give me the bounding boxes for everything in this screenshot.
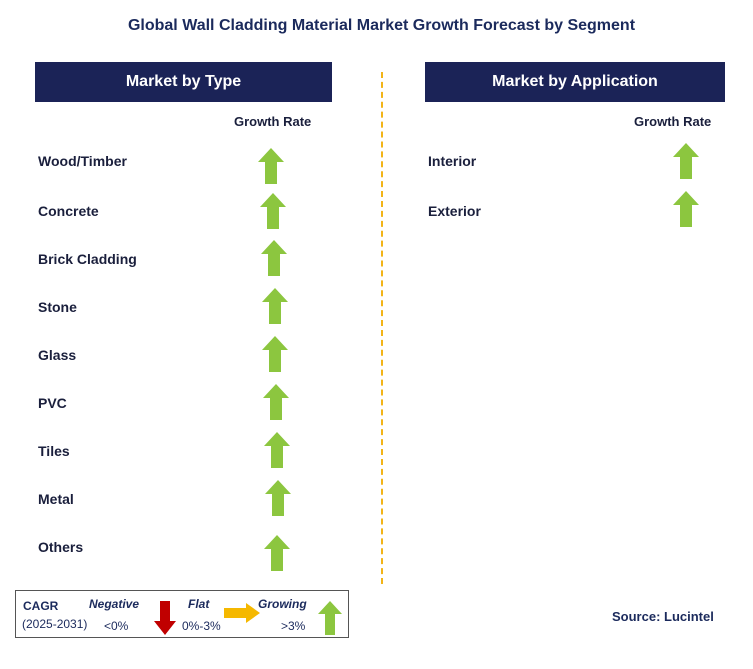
flat-arrow-icon: [224, 603, 260, 623]
legend-negative-label: Negative: [89, 597, 140, 611]
legend-negative-range: <0%: [104, 619, 129, 633]
application-panel-header: Market by Application: [425, 62, 725, 102]
type-row-label: Others: [38, 539, 84, 555]
chart-title: Global Wall Cladding Material Market Gro…: [127, 17, 636, 34]
application-row-label: Interior: [428, 153, 477, 169]
application-row-label: Exterior: [428, 203, 481, 219]
source-note: Source: Lucintel: [612, 609, 714, 624]
growing-arrow-icon: [263, 384, 289, 420]
growing-arrow-icon: [673, 143, 699, 179]
panel-divider: [381, 72, 383, 584]
growing-arrow-icon: [318, 601, 342, 635]
legend-cagr-label: CAGR: [23, 599, 59, 613]
growing-arrow-icon: [264, 535, 290, 571]
growing-arrow-icon: [262, 336, 288, 372]
type-row-label: Wood/Timber: [38, 153, 127, 169]
type-row-label: Concrete: [38, 203, 99, 219]
growing-arrow-icon: [261, 240, 287, 276]
type-row-label: Brick Cladding: [38, 251, 137, 267]
growing-arrow-icon: [264, 432, 290, 468]
growing-arrow-icon: [265, 480, 291, 516]
growing-arrow-icon: [258, 148, 284, 184]
type-row-label: PVC: [38, 395, 67, 411]
type-panel-header: Market by Type: [35, 62, 332, 102]
type-growth-rate-label: Growth Rate: [234, 114, 312, 129]
legend-flat-range: 0%-3%: [182, 619, 221, 633]
growing-arrow-icon: [260, 193, 286, 229]
growing-arrow-icon: [262, 288, 288, 324]
legend-flat-label: Flat: [188, 597, 210, 611]
legend-growing-range: >3%: [281, 619, 306, 633]
type-row-label: Stone: [38, 299, 77, 315]
type-row-label: Metal: [38, 491, 74, 507]
legend-growing-label: Growing: [258, 597, 307, 611]
growing-arrow-icon: [673, 191, 699, 227]
cagr-legend: CAGR (2025-2031) Negative <0% Flat 0%-3%…: [15, 590, 349, 638]
negative-arrow-icon: [154, 601, 176, 635]
application-growth-rate-label: Growth Rate: [634, 114, 712, 129]
type-row-label: Glass: [38, 347, 77, 363]
type-row-label: Tiles: [38, 443, 70, 459]
legend-period: (2025-2031): [22, 617, 88, 631]
